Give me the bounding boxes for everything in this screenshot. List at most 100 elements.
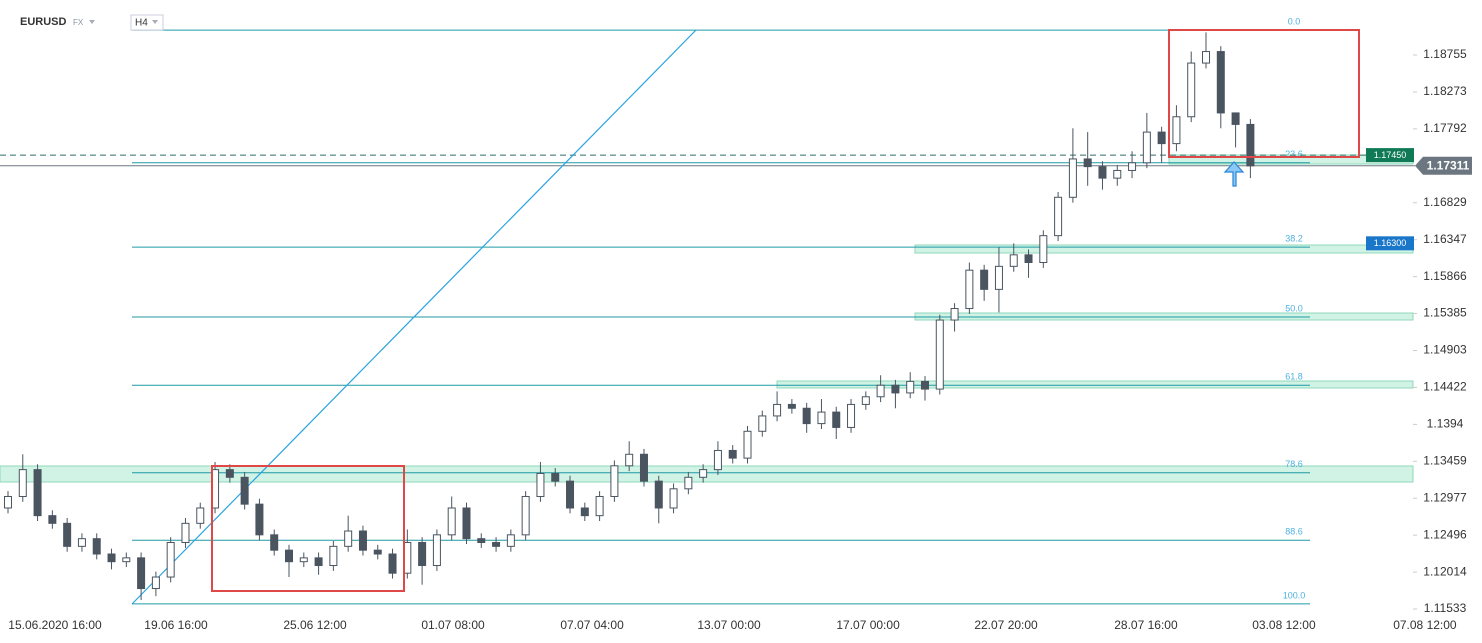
candle-body — [314, 557, 323, 567]
candle-body — [1142, 131, 1151, 164]
candle-body — [270, 534, 279, 551]
price-tag — [1366, 236, 1414, 251]
x-tick-label: 28.07 16:00 — [1114, 618, 1178, 632]
y-tick-label: 1.14422 — [1423, 380, 1467, 394]
candle-body — [713, 449, 722, 471]
candle-body — [1098, 166, 1107, 179]
candle-body — [758, 415, 767, 432]
candle-body — [196, 507, 205, 524]
zone — [914, 244, 1414, 254]
candle-body — [654, 480, 663, 509]
candle-body — [33, 469, 42, 517]
candle-body — [847, 403, 856, 428]
axis-layer: 1.18755 1.18273 1.17792 1.16829 1.16347 1.158… — [8, 47, 1472, 632]
candle-body — [462, 507, 471, 540]
candle-body — [699, 469, 708, 478]
market: FX — [73, 18, 84, 27]
candle-body — [3, 495, 12, 509]
candle-body — [1068, 158, 1077, 198]
dropdown-icon[interactable] — [89, 20, 95, 24]
candle-body — [610, 465, 619, 497]
candle-body — [625, 453, 634, 467]
candle-body — [1054, 196, 1063, 237]
candle-body — [566, 480, 575, 509]
candle-body — [447, 507, 456, 536]
y-tick-label: 1.15866 — [1423, 269, 1467, 283]
candle-body — [344, 530, 353, 547]
candle-body — [285, 549, 294, 563]
candle-body — [980, 269, 989, 290]
x-tick-label: 19.06 16:00 — [144, 618, 208, 632]
candle-body — [477, 538, 486, 544]
x-tick-label: 25.06 12:00 — [283, 618, 347, 632]
candle-body — [506, 534, 515, 547]
candle-body — [965, 269, 974, 310]
candle-body — [580, 507, 589, 517]
candle-body — [861, 396, 870, 405]
current-price-label: 1.17311 — [1427, 158, 1470, 172]
candle-body — [151, 576, 160, 590]
candle-body — [595, 495, 604, 517]
x-tick-label: 07.08 12:00 — [1393, 618, 1457, 632]
candle-body — [935, 319, 944, 390]
candle-body — [773, 403, 782, 417]
candle-body — [1009, 254, 1018, 267]
candle-body — [743, 430, 752, 459]
y-tick-label: 1.1394 — [1427, 417, 1464, 431]
candle-body — [906, 380, 915, 394]
candle-body — [684, 476, 693, 490]
candle-body — [1083, 158, 1092, 168]
fib-label: 88.6 — [1285, 527, 1303, 537]
candle-body — [432, 534, 441, 567]
interval-select[interactable] — [130, 14, 164, 31]
symbol[interactable]: EURUSD — [20, 16, 67, 28]
fib-label: 23.6 — [1285, 149, 1303, 159]
candle-body — [388, 553, 397, 574]
candle-body — [181, 522, 190, 544]
y-tick-label: 1.11533 — [1424, 601, 1467, 615]
candle-body — [536, 472, 545, 497]
y-tick-label: 1.14903 — [1423, 343, 1467, 357]
candle-body — [1202, 51, 1211, 64]
y-tick-label: 1.12977 — [1423, 490, 1467, 504]
candle-body — [994, 265, 1003, 290]
candle-body — [92, 538, 101, 555]
candle-body — [1246, 123, 1255, 167]
candle-body — [1231, 112, 1240, 125]
candle-body — [551, 472, 560, 482]
candle-body — [329, 545, 338, 567]
candle-body — [521, 495, 530, 536]
candle-body — [639, 453, 648, 482]
fib-label: 0.0 — [1288, 16, 1301, 26]
dropdown-icon[interactable] — [152, 20, 158, 24]
price-tag-label: 1.16300 — [1374, 238, 1407, 248]
candle-body — [802, 407, 811, 425]
candle-body — [166, 542, 175, 578]
candle-body — [137, 557, 146, 590]
y-tick-label: 1.18273 — [1423, 84, 1467, 98]
fib-label: 38.2 — [1285, 234, 1303, 244]
y-tick-label: 1.12496 — [1423, 527, 1467, 541]
candle-body — [1172, 116, 1181, 145]
price-axis — [1415, 0, 1482, 643]
candle-body — [492, 542, 501, 547]
candle-body — [876, 384, 885, 398]
zone — [776, 380, 1414, 389]
candle-body — [832, 411, 841, 428]
fib-label: 78.6 — [1285, 459, 1303, 469]
candle-body — [1216, 51, 1225, 114]
candle-body — [787, 403, 796, 409]
candle-body — [418, 542, 427, 567]
candle-body — [1113, 169, 1122, 179]
candle-body — [225, 469, 234, 478]
y-tick-label: 1.16829 — [1423, 195, 1467, 209]
x-tick-label: 22.07 20:00 — [974, 618, 1038, 632]
x-tick-label: 01.07 08:00 — [421, 618, 485, 632]
interval[interactable]: H4 — [135, 18, 148, 29]
candle-body — [1024, 254, 1033, 264]
fib-layer: 0.0 23.6 38.2 50.0 61.8 78.6 88.6 100.0 — [0, 16, 1415, 605]
candles — [3, 32, 1255, 601]
candle-body — [891, 384, 900, 394]
candle-body — [1128, 162, 1137, 171]
